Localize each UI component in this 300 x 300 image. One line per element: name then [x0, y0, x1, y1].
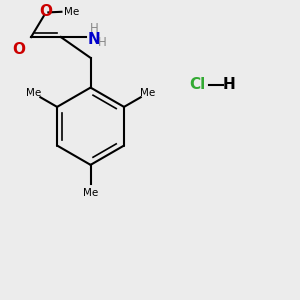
- Text: Me: Me: [26, 88, 41, 98]
- Text: H: H: [98, 36, 107, 49]
- Text: H: H: [222, 77, 235, 92]
- Text: O: O: [12, 42, 25, 57]
- Text: Me: Me: [64, 7, 79, 17]
- Text: Cl: Cl: [189, 77, 206, 92]
- Text: H: H: [90, 22, 99, 34]
- Text: Me: Me: [140, 88, 156, 98]
- Text: O: O: [40, 4, 52, 19]
- Text: N: N: [88, 32, 101, 47]
- Text: Me: Me: [83, 188, 98, 197]
